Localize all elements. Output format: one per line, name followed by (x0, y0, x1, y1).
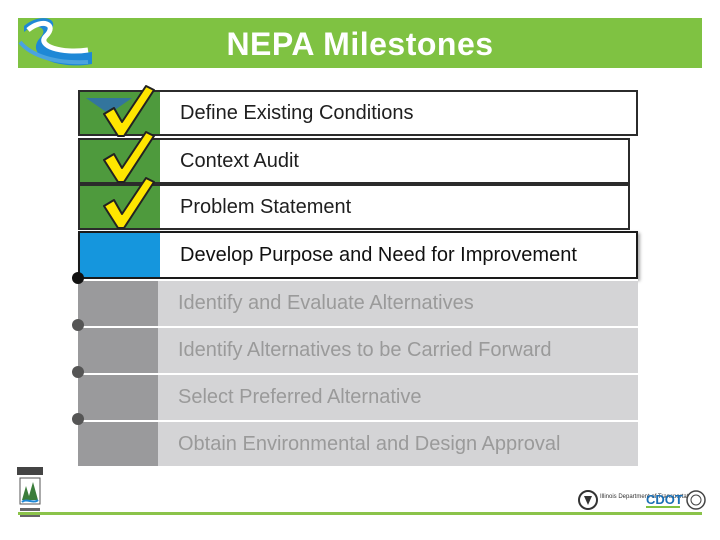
header-bar (18, 18, 702, 68)
milestone-label: Define Existing Conditions (180, 101, 414, 124)
milestone-label: Select Preferred Alternative (178, 386, 422, 408)
milestone-row: Identify and Evaluate Alternatives (78, 279, 638, 326)
milestone-row-current: Develop Purpose and Need for Improvement (78, 231, 638, 279)
milestone-row: Problem Statement (78, 184, 630, 230)
milestone-label: Identify and Evaluate Alternatives (178, 292, 474, 314)
checkmark-icon (103, 85, 155, 137)
milestone-status-band (80, 233, 160, 277)
milestone-label: Context Audit (180, 149, 299, 172)
timeline-dot-icon (72, 319, 84, 331)
checkmark-icon (103, 131, 155, 183)
milestone-label: Identify Alternatives to be Carried Forw… (178, 339, 552, 361)
cdot-logo-icon: CDOT (646, 492, 683, 508)
pointer-arrow-icon (86, 98, 132, 114)
timeline-dot-icon (72, 413, 84, 425)
chicago-seal-icon (686, 490, 706, 510)
milestone-row: Select Preferred Alternative (78, 373, 638, 420)
milestone-row: Obtain Environmental and Design Approval (78, 420, 638, 466)
milestone-row: Identify Alternatives to be Carried Forw… (78, 326, 638, 373)
checkmark-icon (103, 177, 155, 229)
footer-divider (18, 512, 702, 515)
milestone-status-band (78, 281, 158, 326)
milestone-label: Problem Statement (180, 195, 352, 218)
milestone-row: Context Audit (78, 138, 630, 184)
illinois-dot-logo-icon: Illinois Department of Transportation (578, 490, 696, 510)
partner-logos: Illinois Department of Transportation CD… (578, 490, 706, 510)
milestone-status-band (78, 375, 158, 420)
river-s-logo-icon (18, 18, 92, 66)
milestone-label: Develop Purpose and Need for Improvement (180, 243, 577, 266)
timeline-dot-icon (72, 366, 84, 378)
project-badge-icon (17, 467, 43, 517)
partner-text-idot: Illinois Department of Transportation (600, 494, 696, 500)
timeline-dot-icon (72, 272, 84, 284)
partner-text-cdot: CDOT (646, 492, 683, 507)
milestone-status-band (78, 328, 158, 373)
milestone-label: Obtain Environmental and Design Approval (178, 432, 561, 455)
page-title: NEPA Milestones (226, 26, 494, 62)
milestone-row: Define Existing Conditions (78, 90, 638, 136)
milestone-status-band (78, 422, 158, 466)
